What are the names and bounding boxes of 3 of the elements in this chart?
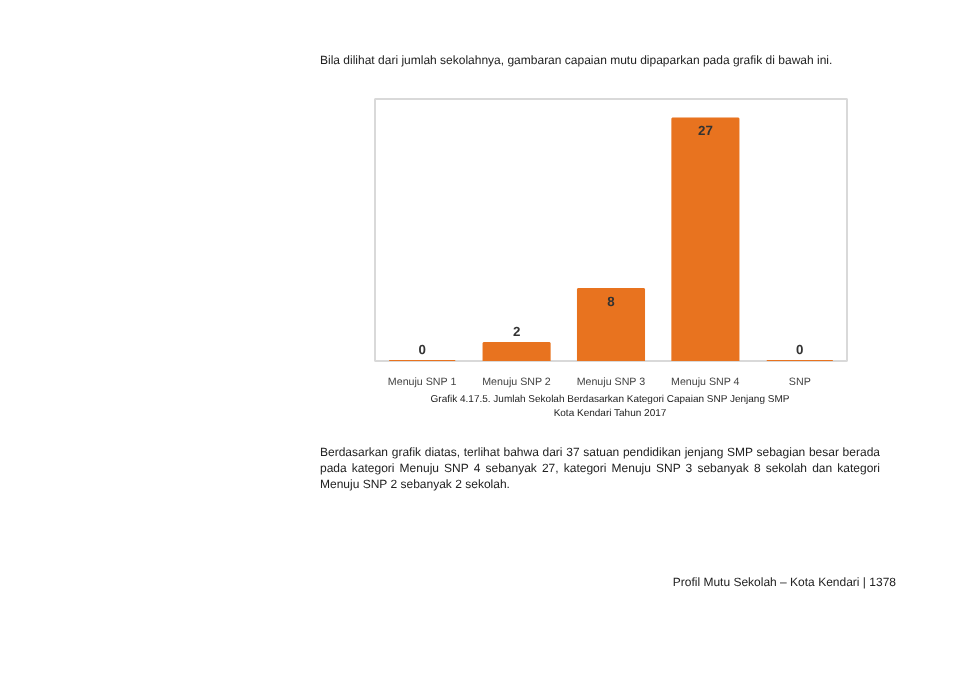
- bar: [482, 342, 551, 361]
- bar: [576, 288, 646, 361]
- bar: [671, 117, 740, 361]
